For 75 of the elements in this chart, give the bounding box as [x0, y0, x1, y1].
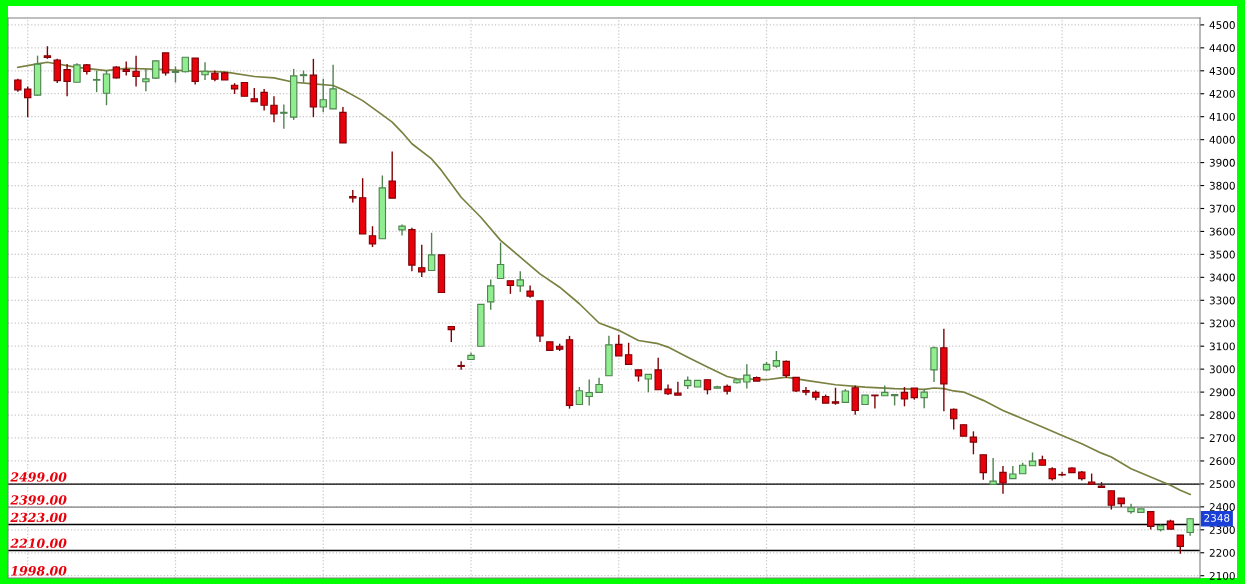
ref-line-label: 2399.00 — [10, 495, 67, 505]
candlestick — [329, 64, 337, 110]
candlestick — [930, 345, 938, 383]
candlestick — [102, 69, 111, 106]
candlestick — [152, 59, 160, 80]
candlestick — [802, 386, 810, 397]
candlestick — [161, 52, 170, 77]
candlestick — [427, 232, 436, 272]
candlestick — [674, 381, 682, 396]
candlestick — [368, 225, 377, 248]
candlestick — [871, 394, 879, 410]
y-tick-label: 2100 — [1209, 571, 1235, 580]
candlestick — [1107, 490, 1116, 511]
candlestick — [142, 68, 150, 92]
candlestick — [270, 95, 278, 123]
candlestick — [319, 78, 327, 114]
candlestick — [585, 378, 593, 407]
y-tick-label: 2900 — [1209, 388, 1235, 397]
candlestick — [191, 57, 199, 86]
y-tick-label: 2700 — [1209, 434, 1235, 443]
y-tick-label: 3700 — [1209, 204, 1235, 213]
candlestick — [23, 85, 32, 118]
candlestick — [201, 61, 209, 81]
y-tick-label: 4300 — [1209, 67, 1235, 75]
candlestick — [132, 54, 140, 88]
candlestick — [92, 69, 101, 93]
annotation: 1998.00 — [11, 566, 67, 576]
candlestick — [260, 88, 268, 112]
y-tick-label: 2800 — [1209, 411, 1235, 420]
candlestick — [418, 244, 426, 278]
y-tick-label: 2300 — [1209, 526, 1235, 534]
y-tick-label: 4000 — [1209, 135, 1235, 144]
y-tick-label: 3400 — [1209, 273, 1235, 282]
candlestick — [1176, 534, 1185, 555]
candlestick — [989, 457, 997, 486]
y-tick-label: 2400 — [1209, 503, 1235, 511]
candlestick — [280, 103, 288, 130]
y-tick-label: 3000 — [1209, 365, 1235, 374]
candlestick — [487, 278, 495, 311]
y-tick-label: 4500 — [1209, 21, 1235, 29]
candlestick — [615, 334, 623, 357]
y-tick-label: 3200 — [1209, 319, 1235, 328]
candlestick — [920, 388, 928, 409]
y-tick-label: 3600 — [1209, 227, 1235, 236]
candlestick — [63, 63, 71, 97]
y-tick-label: 4400 — [1209, 44, 1235, 52]
y-tick-label: 4100 — [1209, 112, 1235, 121]
ref-line-label: 2210.00 — [10, 538, 67, 549]
y-tick-label: 2200 — [1209, 548, 1235, 557]
candlestick — [516, 270, 524, 293]
candlestick — [457, 360, 465, 371]
ref-line-label: 2323.00 — [10, 512, 67, 523]
y-tick-label: 3900 — [1209, 158, 1235, 167]
candlestick — [388, 150, 396, 199]
ref-line-label: 2499.00 — [10, 472, 67, 482]
candlestick — [979, 454, 987, 481]
candlestick — [398, 223, 406, 237]
annotation: 2348 — [1204, 513, 1230, 522]
y-tick-label: 2500 — [1209, 480, 1235, 489]
candlestick — [900, 386, 909, 408]
candlestick — [969, 430, 978, 455]
candlestick — [53, 58, 61, 84]
y-tick-label: 3100 — [1209, 342, 1235, 351]
y-tick-label: 3800 — [1209, 181, 1235, 190]
candlestick — [496, 241, 505, 280]
candlestick — [999, 465, 1007, 495]
candlestick — [654, 356, 662, 391]
candlestick — [851, 384, 859, 416]
y-tick-label: 3300 — [1209, 296, 1235, 305]
candlestick — [743, 363, 751, 390]
y-tick-label: 4200 — [1209, 89, 1235, 98]
candlestick — [624, 342, 633, 366]
candlestick — [73, 62, 81, 84]
y-tick-label: 3500 — [1209, 250, 1235, 259]
y-tick-label: 2600 — [1209, 457, 1235, 466]
